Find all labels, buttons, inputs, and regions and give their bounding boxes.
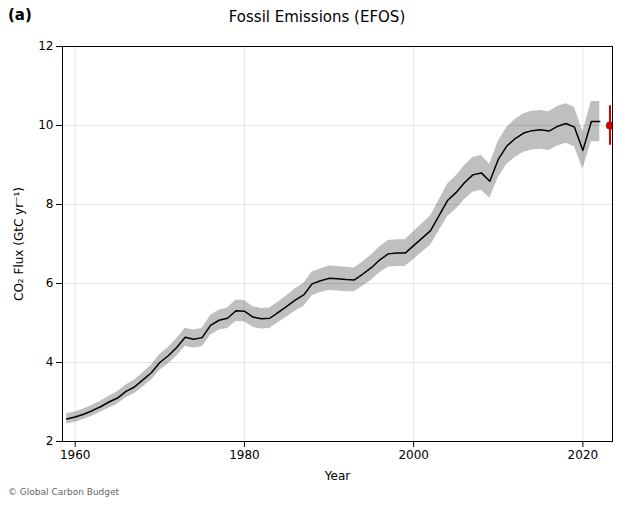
html-text:Fossil Emissions (EFOS): Fossil Emissions (EFOS) (228, 8, 406, 26)
svg-text:10: 10 (38, 118, 53, 132)
svg-text:1960: 1960 (60, 448, 91, 462)
svg-text:6: 6 (46, 276, 54, 290)
svg-text:Year: Year (324, 469, 350, 483)
svg-text:8: 8 (46, 197, 54, 211)
svg-text:12: 12 (38, 39, 53, 53)
svg-text:4: 4 (46, 355, 54, 369)
svg-text:1980: 1980 (229, 448, 260, 462)
html-text:(a): (a) (8, 6, 32, 24)
svg-text:2020: 2020 (568, 448, 599, 462)
html-text:© Global Carbon Budget: © Global Carbon Budget (8, 487, 120, 497)
svg-text:2: 2 (46, 434, 54, 448)
svg-text:2000: 2000 (398, 448, 429, 462)
svg-text:CO₂ Flux (GtC yr⁻¹): CO₂ Flux (GtC yr⁻¹) (12, 187, 26, 301)
